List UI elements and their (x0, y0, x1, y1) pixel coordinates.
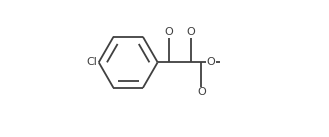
Text: O: O (206, 57, 215, 67)
Text: Cl: Cl (87, 57, 97, 67)
Text: O: O (186, 27, 195, 37)
Text: O: O (164, 27, 173, 37)
Text: O: O (197, 88, 206, 97)
